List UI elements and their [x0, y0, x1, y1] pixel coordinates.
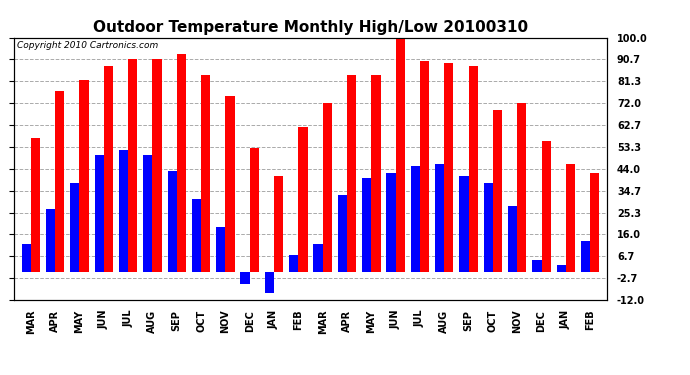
Title: Outdoor Temperature Monthly High/Low 20100310: Outdoor Temperature Monthly High/Low 201…: [93, 20, 528, 35]
Bar: [395, 35, 405, 272]
Bar: [371, 75, 381, 272]
Bar: [168, 171, 177, 272]
Bar: [192, 199, 201, 272]
Bar: [152, 58, 161, 272]
Bar: [226, 96, 235, 272]
Bar: [557, 265, 566, 272]
Bar: [581, 242, 590, 272]
Bar: [95, 154, 103, 272]
Bar: [460, 176, 469, 272]
Bar: [177, 54, 186, 272]
Bar: [444, 63, 453, 272]
Bar: [21, 244, 31, 272]
Bar: [362, 178, 371, 272]
Bar: [542, 141, 551, 272]
Bar: [274, 176, 284, 272]
Bar: [435, 164, 444, 272]
Bar: [250, 148, 259, 272]
Bar: [590, 173, 600, 272]
Bar: [201, 75, 210, 272]
Bar: [484, 183, 493, 272]
Bar: [298, 126, 308, 272]
Bar: [144, 154, 152, 272]
Bar: [31, 138, 40, 272]
Bar: [128, 58, 137, 272]
Bar: [240, 272, 250, 284]
Bar: [104, 66, 113, 272]
Bar: [493, 110, 502, 272]
Text: Copyright 2010 Cartronics.com: Copyright 2010 Cartronics.com: [17, 42, 158, 51]
Bar: [566, 164, 575, 272]
Bar: [469, 66, 477, 272]
Bar: [347, 75, 356, 272]
Bar: [289, 255, 298, 272]
Bar: [508, 206, 518, 272]
Bar: [337, 195, 347, 272]
Bar: [411, 166, 420, 272]
Bar: [323, 103, 332, 272]
Bar: [313, 244, 323, 272]
Bar: [265, 272, 274, 293]
Bar: [532, 260, 542, 272]
Bar: [79, 80, 89, 272]
Bar: [46, 209, 55, 272]
Bar: [70, 183, 79, 272]
Bar: [420, 61, 429, 272]
Bar: [216, 227, 226, 272]
Bar: [55, 92, 64, 272]
Bar: [518, 103, 526, 272]
Bar: [386, 173, 395, 272]
Bar: [119, 150, 128, 272]
